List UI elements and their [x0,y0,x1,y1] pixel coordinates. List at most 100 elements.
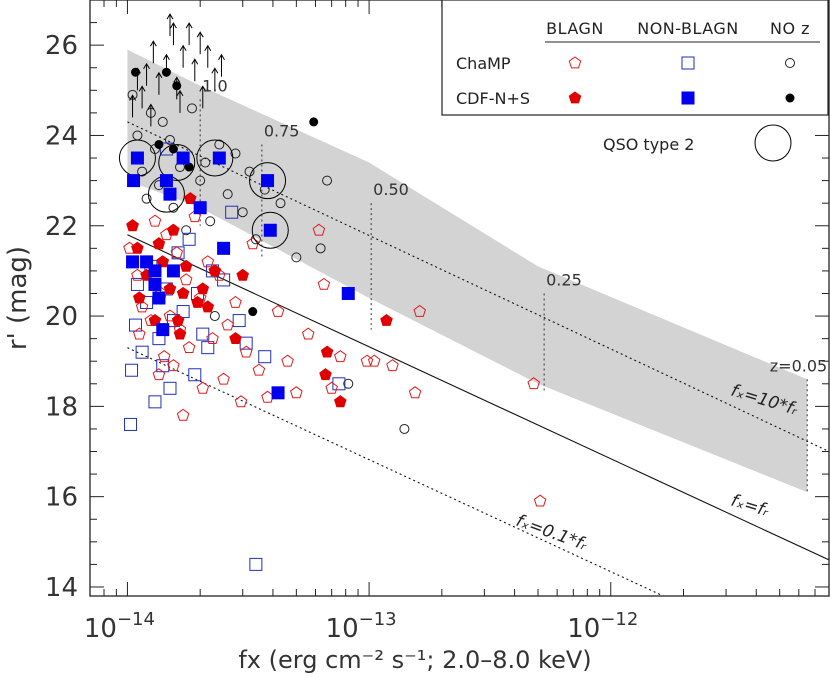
data-point [325,381,338,394]
arrow-head [179,44,187,51]
data-point [166,264,180,278]
data-point [237,207,248,218]
data-point [179,259,193,272]
data-point [182,232,196,246]
arrow-head [218,53,225,61]
data-point [367,354,381,367]
data-point [182,341,196,353]
data-point [201,300,215,313]
redshift-label: 1.0 [202,76,227,95]
data-point [148,264,162,278]
data-point [127,174,141,188]
data-point [166,13,174,37]
data-point [133,291,146,304]
data-point [199,85,207,109]
data-point [135,345,149,359]
data-point [176,408,190,421]
data-point [167,223,180,236]
data-point [161,67,171,77]
data-point [271,304,285,317]
data-point [217,241,231,255]
data-point [251,211,289,249]
data-point [229,295,242,308]
data-point [229,331,242,344]
data-point [184,162,194,172]
data-point [234,395,248,408]
y-tick-label: 22 [45,212,78,242]
data-point [135,300,149,313]
arrow-head [155,71,163,79]
data-point [156,323,170,337]
data-point [206,331,219,344]
data-point [249,162,287,200]
y-tick-label: 24 [45,121,78,151]
data-point [156,255,170,268]
data-point [148,313,162,326]
arrow-head [176,89,184,97]
data-point [157,116,168,127]
data-point [173,327,187,340]
data-point [312,223,326,236]
data-point [271,386,285,400]
data-point [232,314,246,328]
redshift-label: 0.75 [264,121,300,140]
data-point [317,277,331,290]
data-point [163,187,177,201]
data-point [319,368,332,381]
data-point [281,354,294,367]
data-point [191,58,199,82]
relation-line [127,121,829,453]
data-point [334,350,347,363]
data-point [399,423,410,434]
data-point [141,193,152,204]
data-point [148,214,162,227]
y-axis-label: r' (mag) [3,246,33,350]
data-point [184,192,197,204]
data-point [205,216,216,227]
data-point [158,144,196,182]
arrow-head [196,31,204,38]
data-point [176,151,190,165]
data-point [309,117,319,127]
data-point [212,151,226,165]
data-point [130,277,144,291]
data-point [171,313,185,326]
data-point [196,282,210,295]
legend-marker [681,56,695,70]
data-point [211,67,219,91]
data-point [185,22,193,46]
data-point [230,148,241,159]
data-point [221,318,234,331]
arrow-head [204,44,212,51]
relation-label: fₓ=0.1*fᵣ [513,511,590,555]
data-point [188,368,202,382]
data-point [129,94,136,118]
y-tick-label: 14 [45,573,78,603]
legend-box [441,0,829,116]
data-point [191,295,204,308]
data-point [148,395,162,409]
data-point [138,85,146,109]
data-point [179,273,193,286]
data-point [155,71,163,95]
data-point [148,277,162,291]
data-point [413,304,426,317]
data-point [218,53,225,77]
data-point [214,139,225,150]
arrow-head [163,53,170,61]
data-point [164,134,175,145]
data-point [239,345,253,358]
plot-frame [89,0,830,597]
data-point [263,223,277,237]
arrow-head [129,94,136,101]
data-point [124,417,138,431]
legend-marker [785,93,795,103]
data-point [193,201,207,215]
data-point [334,395,347,408]
data-point [126,255,140,269]
data-point [149,40,157,64]
data-point [129,318,143,332]
arrow-head [173,76,181,83]
legend-row-label: ChaMP [456,54,511,73]
legend-row-label: CDF-N+S [456,89,530,108]
